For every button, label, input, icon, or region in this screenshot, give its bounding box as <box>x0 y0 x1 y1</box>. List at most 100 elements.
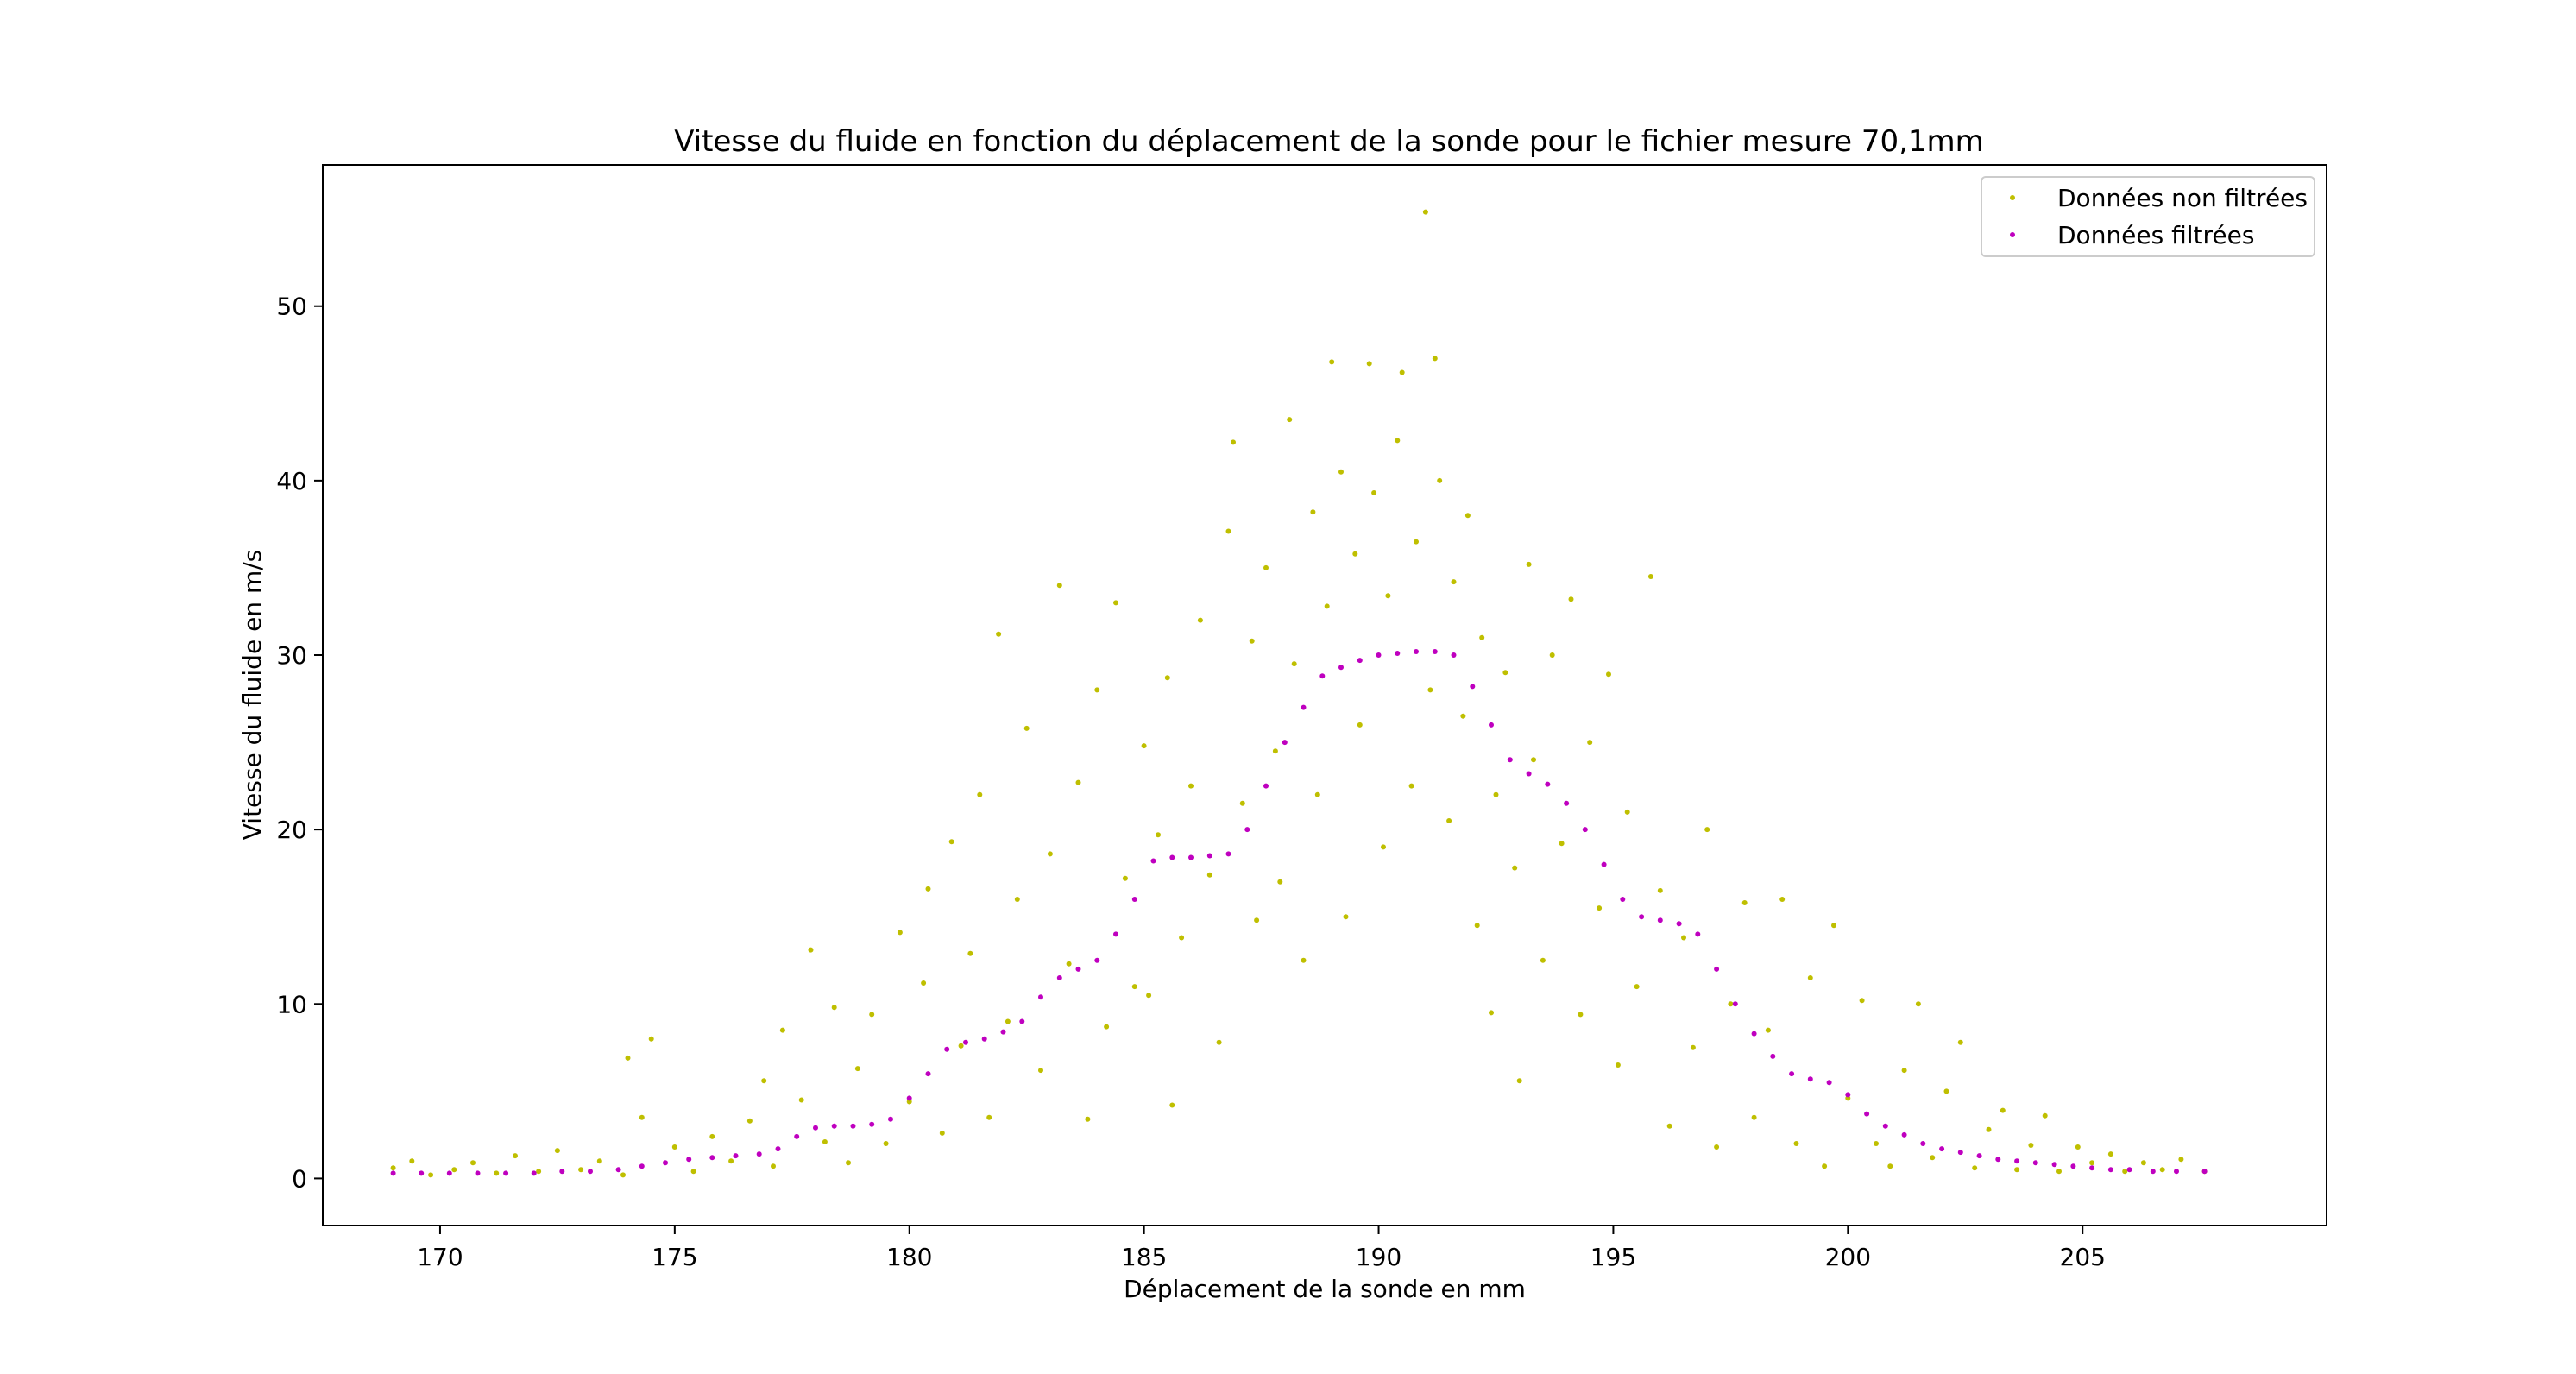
filtered-point <box>1263 783 1269 789</box>
unfiltered-point <box>1239 800 1245 806</box>
filtered-point <box>1789 1071 1795 1077</box>
filtered-point <box>2150 1169 2156 1175</box>
unfiltered-point <box>1422 209 1428 215</box>
unfiltered-point <box>596 1158 602 1164</box>
unfiltered-point <box>1526 561 1532 567</box>
filtered-point <box>1470 684 1476 690</box>
unfiltered-point <box>1056 583 1062 589</box>
unfiltered-point <box>1231 439 1236 445</box>
unfiltered-point <box>709 1133 715 1139</box>
unfiltered-point <box>2122 1169 2128 1175</box>
unfiltered-point <box>1666 1123 1672 1129</box>
unfiltered-point <box>625 1055 631 1061</box>
unfiltered-point <box>1343 914 1349 920</box>
filtered-point <box>1019 1018 1025 1024</box>
unfiltered-point <box>1352 551 1358 557</box>
filtered-point <box>1169 854 1175 860</box>
filtered-point <box>1489 722 1494 728</box>
filtered-point <box>1732 1001 1738 1007</box>
filtered-point <box>850 1123 856 1129</box>
filtered-point <box>1639 914 1645 920</box>
filtered-point <box>1376 652 1382 658</box>
filtered-point <box>419 1170 425 1176</box>
unfiltered-point <box>578 1167 584 1173</box>
unfiltered-point <box>1047 851 1053 857</box>
unfiltered-point <box>1597 905 1603 911</box>
x-tick-label: 205 <box>2060 1243 2106 1271</box>
unfiltered-point <box>1104 1024 1110 1030</box>
unfiltered-point <box>671 1144 677 1150</box>
filtered-point <box>1995 1157 2001 1163</box>
unfiltered-point <box>1559 841 1565 847</box>
unfiltered-point <box>1887 1163 1893 1169</box>
filtered-point <box>869 1121 875 1127</box>
y-tick-label: 20 <box>276 816 307 844</box>
unfiltered-point <box>1263 564 1269 570</box>
unfiltered-point <box>1141 743 1147 749</box>
filtered-point <box>2107 1167 2113 1173</box>
unfiltered-point <box>1408 783 1414 789</box>
filtered-point <box>1526 771 1532 777</box>
filtered-point <box>794 1133 800 1139</box>
unfiltered-point <box>451 1167 457 1173</box>
unfiltered-point <box>1690 1044 1696 1050</box>
unfiltered-point <box>513 1153 518 1159</box>
unfiltered-point <box>1156 832 1161 838</box>
unfiltered-point <box>1164 675 1170 681</box>
filtered-point <box>1131 897 1137 902</box>
unfiltered-point <box>1249 638 1255 644</box>
unfiltered-point <box>2159 1167 2165 1173</box>
unfiltered-point <box>494 1170 500 1176</box>
unfiltered-point <box>1075 779 1081 785</box>
unfiltered-point <box>1094 687 1100 693</box>
unfiltered-point <box>1188 783 1194 789</box>
filtered-point <box>615 1167 621 1173</box>
unfiltered-point <box>1751 1114 1757 1120</box>
unfiltered-point <box>746 1118 753 1124</box>
unfiltered-point <box>2178 1157 2184 1163</box>
unfiltered-point <box>906 1099 912 1105</box>
filtered-point <box>639 1163 645 1169</box>
filtered-point <box>1601 861 1607 867</box>
unfiltered-point <box>1489 1010 1494 1016</box>
x-tick-label: 200 <box>1825 1243 1871 1271</box>
unfiltered-point <box>1324 603 1330 609</box>
unfiltered-point <box>1085 1116 1091 1122</box>
filtered-point <box>813 1125 818 1131</box>
legend: Données non filtrées Données filtrées <box>1981 176 2315 257</box>
filtered-point <box>1939 1146 1945 1152</box>
filtered-point <box>1301 704 1307 710</box>
filtered-point <box>1188 854 1194 860</box>
filtered-point <box>1451 652 1457 658</box>
legend-box <box>1981 176 2315 257</box>
filtered-point <box>963 1039 968 1045</box>
unfiltered-point <box>925 886 931 892</box>
unfiltered-point <box>1714 1144 1720 1150</box>
filtered-point <box>1770 1053 1776 1059</box>
unfiltered-point <box>1831 923 1836 929</box>
filtered-point <box>831 1123 837 1129</box>
unfiltered-point <box>1451 579 1457 585</box>
filtered-point <box>1432 649 1438 654</box>
unfiltered-point <box>1371 490 1377 495</box>
unfiltered-point <box>1943 1088 1949 1094</box>
filtered-point <box>1582 827 1588 833</box>
unfiltered-point <box>958 1043 964 1049</box>
unfiltered-point <box>1197 617 1203 623</box>
filtered-point <box>1920 1141 1926 1146</box>
markers-layer <box>390 209 2208 1178</box>
filtered-point <box>1225 851 1231 857</box>
chart-title: Vitesse du fluide en fonction du déplace… <box>674 124 1984 159</box>
unfiltered-point <box>921 980 927 986</box>
filtered-point <box>1094 957 1100 963</box>
y-tick-label: 10 <box>276 990 307 1018</box>
unfiltered-point <box>1822 1163 1828 1169</box>
unfiltered-point <box>854 1066 860 1072</box>
filtered-point <box>888 1116 893 1122</box>
unfiltered-point <box>1427 687 1433 693</box>
filtered-point <box>1901 1131 1907 1138</box>
filtered-point <box>475 1170 481 1176</box>
x-tick-label: 170 <box>417 1243 463 1271</box>
unfiltered-point <box>2140 1160 2146 1166</box>
